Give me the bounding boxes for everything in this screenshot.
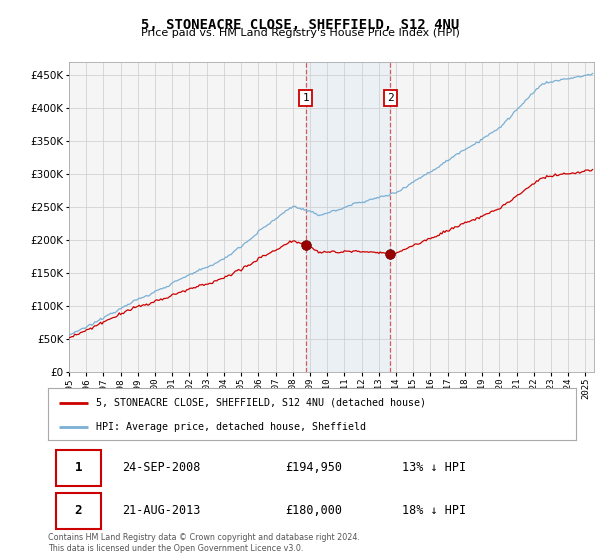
Text: 1: 1 — [302, 93, 309, 103]
Text: £180,000: £180,000 — [286, 505, 343, 517]
Text: £194,950: £194,950 — [286, 461, 343, 474]
Text: 1: 1 — [74, 461, 82, 474]
Text: 13% ↓ HPI: 13% ↓ HPI — [402, 461, 466, 474]
FancyBboxPatch shape — [56, 493, 101, 529]
Text: Contains HM Land Registry data © Crown copyright and database right 2024.
This d: Contains HM Land Registry data © Crown c… — [48, 533, 360, 553]
Text: 5, STONEACRE CLOSE, SHEFFIELD, S12 4NU (detached house): 5, STONEACRE CLOSE, SHEFFIELD, S12 4NU (… — [95, 398, 425, 408]
Text: 5, STONEACRE CLOSE, SHEFFIELD, S12 4NU: 5, STONEACRE CLOSE, SHEFFIELD, S12 4NU — [141, 18, 459, 32]
Text: 24-SEP-2008: 24-SEP-2008 — [122, 461, 200, 474]
FancyBboxPatch shape — [56, 450, 101, 486]
Text: 21-AUG-2013: 21-AUG-2013 — [122, 505, 200, 517]
Text: 18% ↓ HPI: 18% ↓ HPI — [402, 505, 466, 517]
Text: 2: 2 — [74, 505, 82, 517]
Text: HPI: Average price, detached house, Sheffield: HPI: Average price, detached house, Shef… — [95, 422, 365, 432]
Bar — [305, 62, 391, 372]
Text: 2: 2 — [387, 93, 394, 103]
Text: Price paid vs. HM Land Registry's House Price Index (HPI): Price paid vs. HM Land Registry's House … — [140, 28, 460, 38]
